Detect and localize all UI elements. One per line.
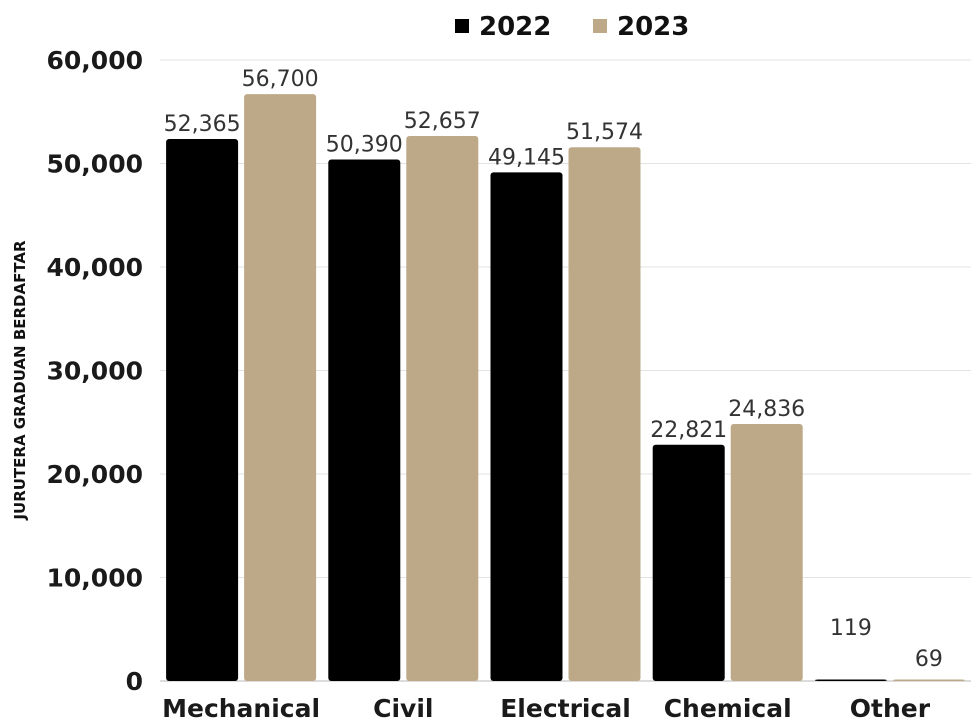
y-axis-title: JURUTERA GRADUAN BERDAFTAR (11, 240, 29, 521)
legend-swatch-2022 (455, 19, 469, 33)
y-tick-label: 40,000 (47, 253, 143, 282)
legend-label: 2022 (479, 12, 551, 42)
data-label: 56,700 (242, 67, 319, 92)
bar-2023-mechanical (244, 94, 316, 681)
x-tick-label: Other (850, 694, 931, 722)
y-tick-label: 30,000 (47, 357, 143, 386)
data-label: 22,821 (650, 418, 727, 443)
bar-2022-civil (328, 159, 400, 681)
x-tick-label: Electrical (500, 694, 631, 722)
y-tick-label: 0 (126, 667, 143, 696)
data-label: 50,390 (326, 132, 403, 157)
legend: 2022 2023 (455, 12, 689, 42)
bars (166, 94, 965, 681)
data-label: 52,657 (404, 109, 481, 134)
y-tick-label: 50,000 (47, 150, 143, 179)
bar-2023-electrical (569, 147, 641, 681)
legend-label: 2023 (617, 12, 689, 42)
x-tick-label: Chemical (664, 694, 792, 722)
data-label: 52,365 (164, 112, 241, 137)
data-label: 69 (915, 647, 943, 672)
y-tick-label: 60,000 (47, 46, 143, 75)
x-tick-label: Civil (373, 694, 433, 722)
x-axis: Mechanical Civil Electrical Chemical Other (162, 694, 931, 722)
y-tick-label: 10,000 (47, 564, 143, 593)
bar-2023-other (893, 680, 965, 682)
y-axis: 0 10,000 20,000 30,000 40,000 50,000 60,000 (47, 46, 143, 696)
bar-2023-chemical (731, 424, 803, 681)
bar-2022-chemical (653, 445, 725, 681)
x-tick-label: Mechanical (162, 694, 320, 722)
y-tick-label: 20,000 (47, 460, 143, 489)
data-label: 119 (830, 616, 872, 641)
data-label: 49,145 (488, 145, 565, 170)
bar-2023-civil (406, 136, 478, 681)
bar-2022-other (815, 680, 887, 682)
bar-2022-electrical (491, 172, 563, 681)
bar-2022-mechanical (166, 139, 238, 681)
data-label: 51,574 (566, 120, 643, 145)
legend-swatch-2023 (593, 19, 607, 33)
data-label: 24,836 (728, 397, 805, 422)
